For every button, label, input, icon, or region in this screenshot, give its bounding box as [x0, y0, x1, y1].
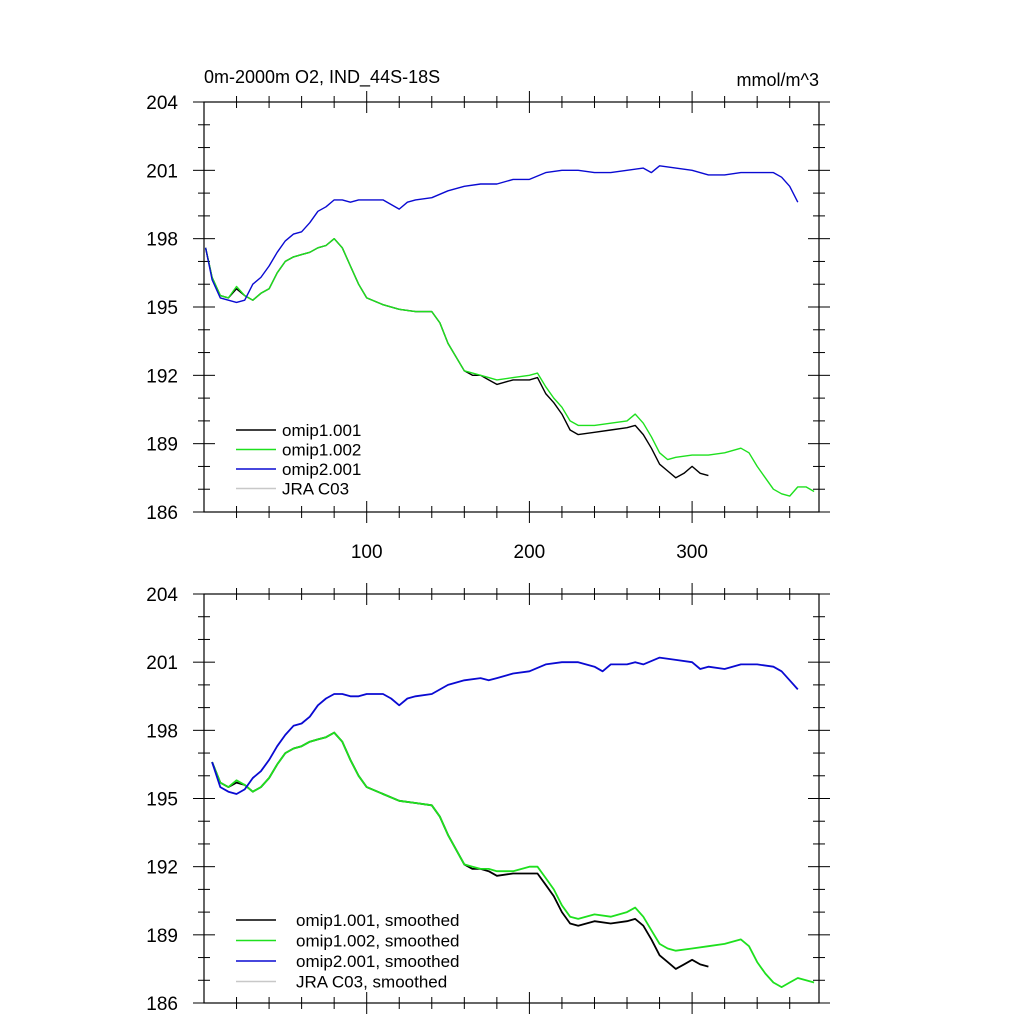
series-line-omip1-001-smoothed [211, 731, 709, 970]
y-tick-label: 204 [146, 93, 178, 114]
y-tick-label: 189 [146, 435, 178, 456]
y-tick-label: 186 [146, 994, 178, 1015]
y-tick-label: 189 [146, 926, 178, 947]
series-line-omip2-001 [204, 165, 799, 304]
chart-panel-1: 186 189 192 195 198 201 204 100 200 300 0m-2000m O… [146, 67, 830, 563]
x-tick-label: 300 [676, 542, 708, 563]
y-tick-label: 198 [146, 721, 178, 742]
y-tick-label: 198 [146, 230, 178, 251]
y-tick-label: 201 [146, 161, 178, 182]
y-tick-label: 186 [146, 503, 178, 524]
legend-label: JRA C03, smoothed [296, 973, 447, 992]
y-tick-label: 195 [146, 790, 178, 811]
y-tick-label: 192 [146, 858, 178, 879]
y-tick-label: 201 [146, 653, 178, 674]
x-tick-label: 100 [351, 542, 383, 563]
unit-label: mmol/m^3 [737, 70, 819, 90]
y-tick-label: 204 [146, 585, 178, 606]
legend-label: omip2.001 [282, 460, 361, 479]
legend-label: omip2.001, smoothed [296, 952, 460, 971]
series-line-omip1-002-smoothed [211, 731, 815, 988]
legend-label: omip1.002, smoothed [296, 932, 460, 951]
series-line-omip1-002 [204, 237, 815, 497]
chart-panel-2: 186 189 192 195 198 201 204 omip1.001, smoothed… [146, 583, 830, 1015]
chart-title: 0m-2000m O2, IND_44S-18S [204, 67, 440, 88]
legend-label: JRA C03 [282, 480, 349, 499]
x-tick-label: 200 [514, 542, 546, 563]
y-tick-label: 195 [146, 298, 178, 319]
legend-label: omip1.001, smoothed [296, 911, 460, 930]
legend-label: omip1.002 [282, 441, 361, 460]
series-line-omip2-001-smoothed [211, 656, 799, 795]
y-tick-label: 192 [146, 366, 178, 387]
legend-label: omip1.001 [282, 421, 361, 440]
